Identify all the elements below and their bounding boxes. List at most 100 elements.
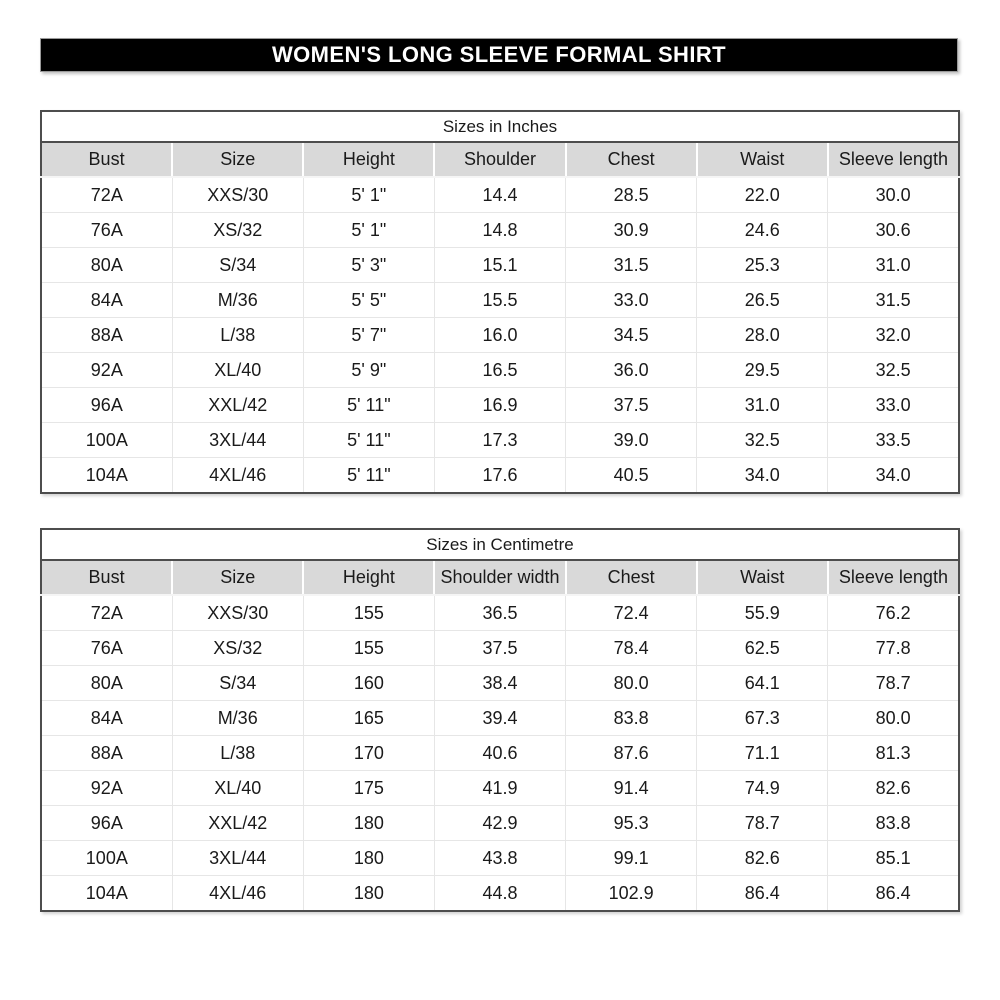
table-row: 92A XL/40 5' 9" 16.5 36.0 29.5 32.5 bbox=[41, 352, 959, 388]
table-row: 80A S/34 160 38.4 80.0 64.1 78.7 bbox=[41, 665, 959, 701]
table-cell: 16.0 bbox=[433, 317, 566, 353]
table-cell: 5' 11" bbox=[302, 457, 435, 493]
table-row: 72A XXS/30 155 36.5 72.4 55.9 76.2 bbox=[41, 595, 959, 631]
table-cell: 88A bbox=[41, 317, 173, 353]
table-row: 104A 4XL/46 180 44.8 102.9 86.4 86.4 bbox=[41, 875, 959, 911]
table-cell: 15.1 bbox=[433, 247, 566, 283]
inches-table-section: Sizes in Inches Bust Size Height Shoulder Ch… bbox=[40, 110, 960, 494]
table-cell: 38.4 bbox=[433, 665, 566, 701]
table-cell: 180 bbox=[302, 875, 435, 911]
table-cell: L/38 bbox=[171, 735, 304, 771]
table-cell: 5' 7" bbox=[302, 317, 435, 353]
table-cell: 34.5 bbox=[565, 317, 697, 353]
table-cell: 92A bbox=[41, 352, 173, 388]
table-cell: 76A bbox=[41, 212, 173, 248]
table-cell: 100A bbox=[41, 422, 173, 458]
table-cell: 5' 3" bbox=[302, 247, 435, 283]
table-cell: 67.3 bbox=[696, 700, 828, 736]
table-cell: 31.5 bbox=[565, 247, 697, 283]
table-cell: 28.0 bbox=[696, 317, 828, 353]
table-cell: XL/40 bbox=[171, 770, 304, 806]
table-cell: 78.4 bbox=[565, 630, 697, 666]
table-caption: Sizes in Centimetre bbox=[41, 529, 959, 561]
table-cell: 32.5 bbox=[827, 352, 959, 388]
table-caption: Sizes in Inches bbox=[41, 111, 959, 143]
table-cell: 30.6 bbox=[827, 212, 959, 248]
table-cell: 40.6 bbox=[433, 735, 566, 771]
table-row: 96A XXL/42 5' 11" 16.9 37.5 31.0 33.0 bbox=[41, 387, 959, 423]
column-header: Sleeve length bbox=[826, 142, 959, 178]
table-cell: 83.8 bbox=[565, 700, 697, 736]
table-cell: 72.4 bbox=[565, 595, 697, 631]
table-cell: 36.5 bbox=[433, 595, 566, 631]
table-row: 76A XS/32 155 37.5 78.4 62.5 77.8 bbox=[41, 630, 959, 666]
table-cell: XXS/30 bbox=[171, 177, 304, 213]
table-row: 96A XXL/42 180 42.9 95.3 78.7 83.8 bbox=[41, 805, 959, 841]
table-cell: 42.9 bbox=[433, 805, 566, 841]
table-cell: 180 bbox=[302, 840, 435, 876]
column-header: Shoulder width bbox=[433, 560, 566, 596]
table-cell: 83.8 bbox=[827, 805, 959, 841]
table-cell: 5' 11" bbox=[302, 387, 435, 423]
table-cell: XXL/42 bbox=[171, 387, 304, 423]
table-cell: 4XL/46 bbox=[171, 457, 304, 493]
table-cell: 72A bbox=[41, 595, 173, 631]
table-cell: 31.0 bbox=[827, 247, 959, 283]
table-cell: 39.4 bbox=[433, 700, 566, 736]
table-cell: 180 bbox=[302, 805, 435, 841]
table-cell: 160 bbox=[302, 665, 435, 701]
table-cell: 4XL/46 bbox=[171, 875, 304, 911]
table-header-row: Bust Size Height Shoulder width Chest Waist Sl… bbox=[41, 560, 959, 596]
table-cell: 175 bbox=[302, 770, 435, 806]
table-cell: 17.3 bbox=[433, 422, 566, 458]
table-row: 92A XL/40 175 41.9 91.4 74.9 82.6 bbox=[41, 770, 959, 806]
table-cell: 80.0 bbox=[565, 665, 697, 701]
centimetre-table-section: Sizes in Centimetre Bust Size Height Should… bbox=[40, 528, 960, 912]
column-header: Waist bbox=[695, 142, 828, 178]
table-cell: 55.9 bbox=[696, 595, 828, 631]
table-cell: 5' 5" bbox=[302, 282, 435, 318]
table-cell: 72A bbox=[41, 177, 173, 213]
table-cell: 32.0 bbox=[827, 317, 959, 353]
column-header: Sleeve length bbox=[826, 560, 959, 596]
table-cell: 28.5 bbox=[565, 177, 697, 213]
table-row: 84A M/36 5' 5" 15.5 33.0 26.5 31.5 bbox=[41, 282, 959, 318]
table-cell: 41.9 bbox=[433, 770, 566, 806]
table-cell: 17.6 bbox=[433, 457, 566, 493]
table-cell: 16.5 bbox=[433, 352, 566, 388]
table-cell: 104A bbox=[41, 457, 173, 493]
column-header: Height bbox=[302, 560, 435, 596]
table-cell: 34.0 bbox=[827, 457, 959, 493]
table-caption-row: Sizes in Inches bbox=[41, 111, 959, 143]
table-cell: 76.2 bbox=[827, 595, 959, 631]
column-header: Size bbox=[171, 560, 304, 596]
table-cell: 86.4 bbox=[827, 875, 959, 911]
title-banner: WOMEN'S LONG SLEEVE FORMAL SHIRT bbox=[40, 38, 958, 72]
table-header-row: Bust Size Height Shoulder Chest Waist Sleeve l… bbox=[41, 142, 959, 178]
table-cell: 36.0 bbox=[565, 352, 697, 388]
table-cell: 100A bbox=[41, 840, 173, 876]
table-cell: 78.7 bbox=[696, 805, 828, 841]
column-header: Waist bbox=[695, 560, 828, 596]
column-header: Height bbox=[302, 142, 435, 178]
table-cell: 29.5 bbox=[696, 352, 828, 388]
table-cell: 26.5 bbox=[696, 282, 828, 318]
table-cell: 3XL/44 bbox=[171, 840, 304, 876]
table-cell: 104A bbox=[41, 875, 173, 911]
table-cell: XS/32 bbox=[171, 212, 304, 248]
table-row: 100A 3XL/44 5' 11" 17.3 39.0 32.5 33.5 bbox=[41, 422, 959, 458]
page-title: WOMEN'S LONG SLEEVE FORMAL SHIRT bbox=[272, 42, 726, 67]
table-cell: 37.5 bbox=[433, 630, 566, 666]
table-cell: 102.9 bbox=[565, 875, 697, 911]
table-cell: 14.8 bbox=[433, 212, 566, 248]
table-cell: 155 bbox=[302, 595, 435, 631]
table-cell: 78.7 bbox=[827, 665, 959, 701]
column-header: Size bbox=[171, 142, 304, 178]
table-cell: 33.0 bbox=[565, 282, 697, 318]
table-cell: 85.1 bbox=[827, 840, 959, 876]
table-cell: 30.9 bbox=[565, 212, 697, 248]
table-row: 88A L/38 170 40.6 87.6 71.1 81.3 bbox=[41, 735, 959, 771]
column-header: Chest bbox=[564, 560, 697, 596]
table-cell: 5' 1" bbox=[302, 212, 435, 248]
